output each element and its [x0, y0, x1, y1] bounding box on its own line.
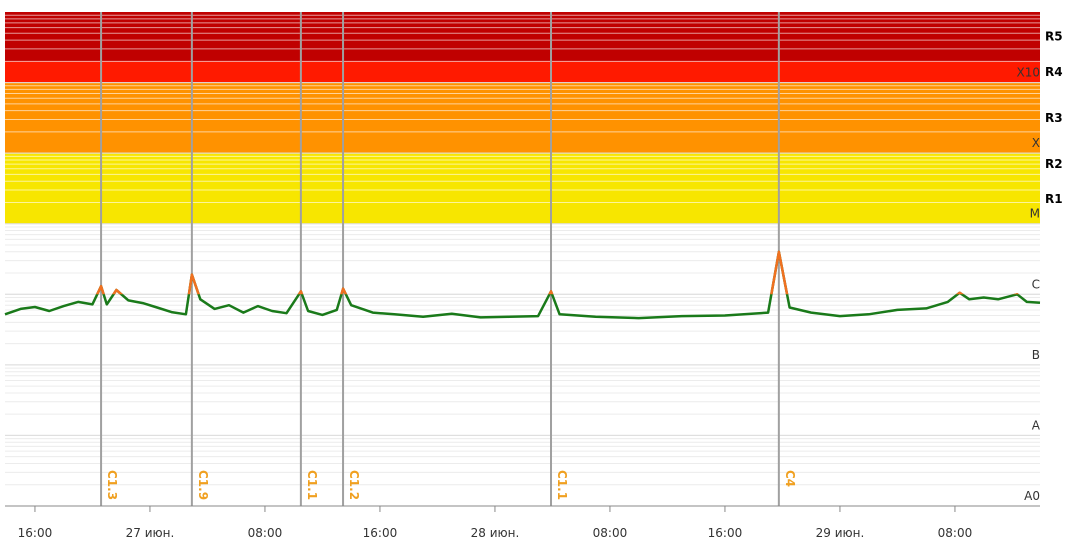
band-lines — [5, 14, 1040, 224]
flare-label: C1.9 — [196, 470, 210, 500]
y-tick-label: A — [1032, 418, 1041, 432]
x-tick-label: 08:00 — [938, 526, 973, 540]
x-tick-label: 27 июн. — [126, 526, 175, 540]
r-level-label: R5 — [1045, 30, 1063, 44]
x-tick-label: 29 июн. — [816, 526, 865, 540]
r-level-label: R1 — [1045, 192, 1063, 206]
x-tick-label: 08:00 — [593, 526, 628, 540]
flare-label: C1.3 — [105, 470, 119, 500]
y-tick-label: X — [1032, 136, 1040, 150]
x-tick-label: 16:00 — [708, 526, 743, 540]
y-tick-label: M — [1030, 207, 1040, 221]
flux-line — [4, 250, 1041, 320]
band — [5, 12, 1040, 62]
flare-label: C1.1 — [305, 470, 319, 500]
flare-label: C1.2 — [347, 470, 361, 500]
band — [5, 82, 1040, 154]
band — [5, 153, 1040, 224]
band — [5, 61, 1040, 83]
x-tick-label: 08:00 — [248, 526, 283, 540]
y-tick-label: X10 — [1017, 66, 1041, 80]
x-tick-label: 16:00 — [18, 526, 53, 540]
y-tick-label: B — [1032, 348, 1040, 362]
x-tick-label: 16:00 — [363, 526, 398, 540]
flare-label: C1.1 — [555, 470, 569, 500]
r-level-label: R4 — [1045, 65, 1063, 79]
r-level-label: R3 — [1045, 111, 1063, 125]
y-tick-label: A0 — [1024, 489, 1040, 503]
y-tick-label: C — [1032, 277, 1040, 291]
flare-label: C4 — [783, 470, 797, 487]
r-level-label: R2 — [1045, 157, 1063, 171]
x-tick-label: 28 июн. — [471, 526, 520, 540]
